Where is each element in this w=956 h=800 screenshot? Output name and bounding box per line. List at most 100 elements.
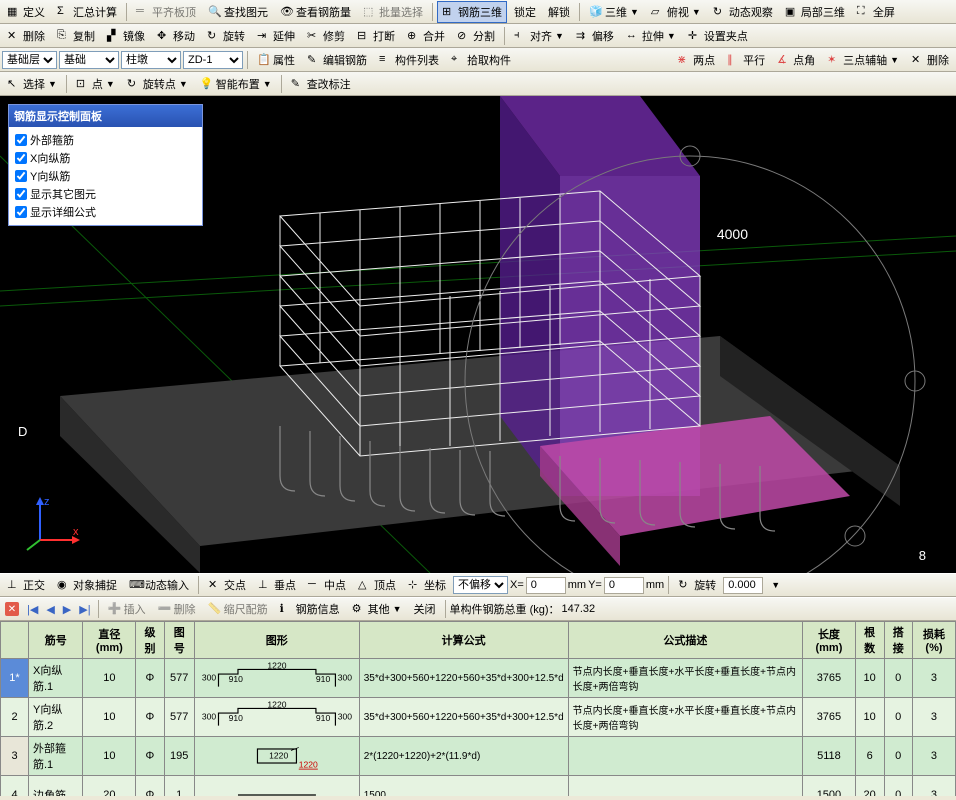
offset-btn[interactable]: ⇉偏移 <box>571 25 619 47</box>
trim-btn[interactable]: ✂修剪 <box>302 25 350 47</box>
ortho-btn[interactable]: ⊥正交 <box>2 574 50 596</box>
cell-formula[interactable]: 1500 <box>359 776 568 797</box>
col-header[interactable]: 根数 <box>855 622 884 659</box>
del2-btn[interactable]: ➖删除 <box>153 598 201 620</box>
break-btn[interactable]: ⊟打断 <box>352 25 400 47</box>
rotpt-btn[interactable]: ↻旋转点▼ <box>122 73 193 95</box>
col-header[interactable]: 长度(mm) <box>803 622 856 659</box>
num-select[interactable]: ZD-1 <box>183 51 243 69</box>
delaxis-btn[interactable]: ✕删除 <box>906 49 954 71</box>
copy-btn[interactable]: ⎘复制 <box>52 25 100 47</box>
list-btn[interactable]: ≡构件列表 <box>374 49 444 71</box>
perp-btn[interactable]: ⊥垂点 <box>253 574 301 596</box>
threept-btn[interactable]: ✶三点辅轴▼ <box>822 49 904 71</box>
cell-formula[interactable]: 35*d+300+560+1220+560+35*d+300+12.5*d <box>359 698 568 737</box>
table-row[interactable]: 1*X向纵筋.110Φ577300910122091030035*d+300+5… <box>1 659 956 698</box>
cell-code[interactable]: 195 <box>164 737 194 776</box>
local3d-btn[interactable]: ▣局部三维 <box>780 1 850 23</box>
dyn-btn[interactable]: ↻动态观察 <box>708 1 778 23</box>
panel-checkbox[interactable] <box>15 206 27 218</box>
rebar-table-wrap[interactable]: 筋号直径(mm)级别图号图形计算公式公式描述长度(mm)根数搭接损耗(%) 1*… <box>0 621 956 796</box>
cell-len[interactable]: 5118 <box>803 737 856 776</box>
cell-desc[interactable]: 节点内长度+垂直长度+水平长度+垂直长度+节点内长度+两倍弯钩 <box>568 698 802 737</box>
cell-grade[interactable]: Φ <box>136 659 164 698</box>
panel-item[interactable]: 显示其它图元 <box>15 185 196 203</box>
select-btn[interactable]: ↖选择▼ <box>2 73 62 95</box>
cell-grade[interactable]: Φ <box>136 737 164 776</box>
lock-btn[interactable]: 锁定 <box>509 1 541 23</box>
cell-lap[interactable]: 0 <box>884 698 912 737</box>
deg-dd[interactable]: ▼ <box>765 577 785 593</box>
panel-item[interactable]: X向纵筋 <box>15 149 196 167</box>
info-btn[interactable]: ℹ钢筋信息 <box>275 598 345 620</box>
cell-code[interactable]: 1 <box>164 776 194 797</box>
move-btn[interactable]: ✥移动 <box>152 25 200 47</box>
col-header[interactable]: 计算公式 <box>359 622 568 659</box>
cell-shape[interactable]: 12201220 <box>194 737 359 776</box>
cell-lap[interactable]: 0 <box>884 659 912 698</box>
cell-dia[interactable]: 10 <box>83 659 136 698</box>
parallel-btn[interactable]: ∥平行 <box>722 49 770 71</box>
mirror-btn[interactable]: ▞镜像 <box>102 25 150 47</box>
cell-desc[interactable] <box>568 776 802 797</box>
pt-btn[interactable]: ⊡点▼ <box>71 73 120 95</box>
cell-count[interactable]: 6 <box>855 737 884 776</box>
find-btn[interactable]: 🔍查找图元 <box>203 1 273 23</box>
mid-btn[interactable]: ─中点 <box>303 574 351 596</box>
cell-desc[interactable] <box>568 737 802 776</box>
define-btn[interactable]: ▦定义 <box>2 1 50 23</box>
split-btn[interactable]: ⊘分割 <box>452 25 500 47</box>
editrebar-btn[interactable]: ✎编辑钢筋 <box>302 49 372 71</box>
col-header[interactable]: 级别 <box>136 622 164 659</box>
cell-count[interactable]: 20 <box>855 776 884 797</box>
panel-item[interactable]: 外部箍筋 <box>15 131 196 149</box>
prev-btn[interactable]: ◀ <box>43 603 57 616</box>
rot-btn[interactable]: ↻旋转 <box>673 574 721 596</box>
xpt-btn[interactable]: ✕交点 <box>203 574 251 596</box>
cell-name[interactable]: X向纵筋.1 <box>29 659 83 698</box>
cell-name[interactable]: 外部箍筋.1 <box>29 737 83 776</box>
cell-shape[interactable]: 3009101220910300 <box>194 698 359 737</box>
viewport-3d[interactable]: D 8 4000 钢筋显示控制面板 外部箍筋X向纵筋Y向纵筋显示其它图元显示详细… <box>0 96 956 573</box>
cell-len[interactable]: 1500 <box>803 776 856 797</box>
cell-grade[interactable]: Φ <box>136 698 164 737</box>
top-btn[interactable]: ▱俯视▼ <box>646 1 706 23</box>
dyninput-btn[interactable]: ⌨动态输入 <box>124 574 194 596</box>
layer-select[interactable]: 基础层 <box>2 51 57 69</box>
batch-btn[interactable]: ⬚批量选择 <box>358 1 428 23</box>
panel-checkbox[interactable] <box>15 134 27 146</box>
cell-loss[interactable]: 3 <box>912 698 955 737</box>
offset-select[interactable]: 不偏移 <box>453 576 508 594</box>
rebar-view-btn[interactable]: 👁查看钢筋量 <box>275 1 356 23</box>
other-btn[interactable]: ⚙其他▼ <box>347 598 407 620</box>
cell-dia[interactable]: 10 <box>83 698 136 737</box>
panel-checkbox[interactable] <box>15 170 27 182</box>
ptangle-btn[interactable]: ∡点角 <box>772 49 820 71</box>
flat-btn[interactable]: ═平齐板顶 <box>131 1 201 23</box>
cell-name[interactable]: 边角筋 <box>29 776 83 797</box>
coord-btn[interactable]: ⊹坐标 <box>403 574 451 596</box>
table-row[interactable]: 3外部箍筋.110Φ195122012202*(1220+1220)+2*(11… <box>1 737 956 776</box>
cell-code[interactable]: 577 <box>164 698 194 737</box>
type-select[interactable]: 基础 <box>59 51 119 69</box>
col-header[interactable]: 图形 <box>194 622 359 659</box>
col-header[interactable]: 搭接 <box>884 622 912 659</box>
3d-btn[interactable]: 🧊三维▼ <box>584 1 644 23</box>
cell-loss[interactable]: 3 <box>912 737 955 776</box>
col-select[interactable]: 柱墩 <box>121 51 181 69</box>
cell-loss[interactable]: 3 <box>912 659 955 698</box>
del-btn[interactable]: ✕删除 <box>2 25 50 47</box>
cell-loss[interactable]: 3 <box>912 776 955 797</box>
last-btn[interactable]: ▶| <box>76 603 93 616</box>
steel3d-btn[interactable]: ⊞钢筋三维 <box>437 1 507 23</box>
extend-btn[interactable]: ⇥延伸 <box>252 25 300 47</box>
row-num[interactable]: 2 <box>1 698 29 737</box>
cell-name[interactable]: Y向纵筋.2 <box>29 698 83 737</box>
table-row[interactable]: 2Y向纵筋.210Φ577300910122091030035*d+300+56… <box>1 698 956 737</box>
panel-checkbox[interactable] <box>15 152 27 164</box>
next-btn[interactable]: ▶ <box>60 603 74 616</box>
unlock-btn[interactable]: 解锁 <box>543 1 575 23</box>
first-btn[interactable]: |◀ <box>24 603 41 616</box>
cell-count[interactable]: 10 <box>855 698 884 737</box>
align-btn[interactable]: ⫞对齐▼ <box>509 25 569 47</box>
